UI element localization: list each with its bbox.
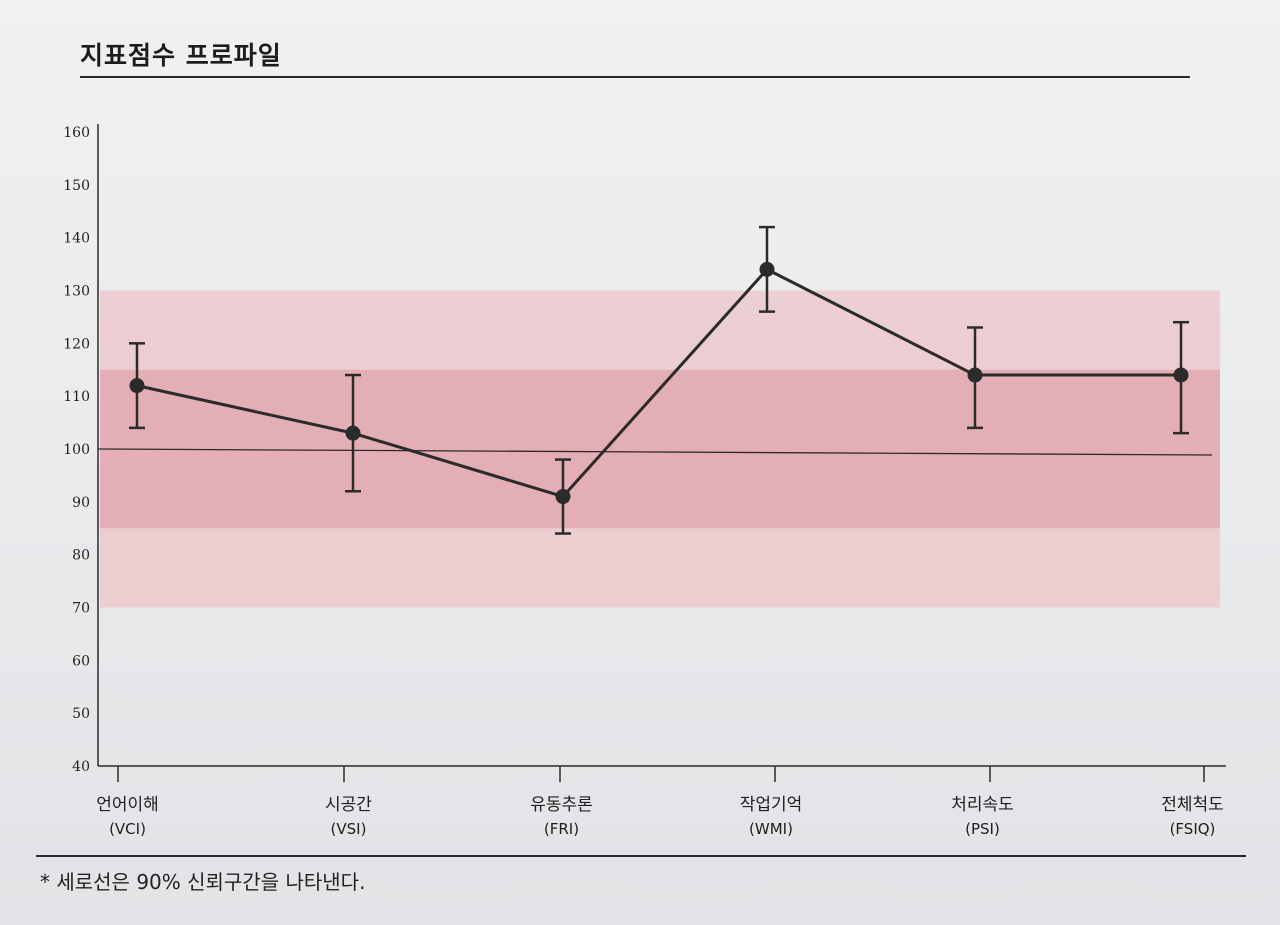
y-tick-label-150: 150 bbox=[63, 178, 90, 194]
page-title: 지표점수 프로파일 bbox=[80, 41, 282, 70]
reference-line-100 bbox=[97, 448, 1213, 456]
y-tick-label-160: 160 bbox=[63, 125, 90, 141]
score-bands bbox=[100, 290, 1220, 608]
data-point-2 bbox=[555, 489, 571, 505]
series-line bbox=[136, 267, 1181, 499]
x-label-1: 시공간 bbox=[325, 795, 372, 815]
y-tick-label-80: 80 bbox=[72, 548, 90, 564]
x-label-abbr-4: (PSI) bbox=[965, 820, 1000, 838]
chart-axes: 40 50 60 70 80 90 100 110 120 130 140 150 160 bbox=[63, 124, 1226, 782]
reference-line-group bbox=[97, 448, 1213, 456]
y-tick-label-90: 90 bbox=[72, 495, 90, 511]
y-tick-label-50: 50 bbox=[72, 706, 90, 722]
x-label-abbr-0: (VCI) bbox=[109, 820, 146, 838]
x-label-5: 전체척도 bbox=[1161, 795, 1224, 815]
x-axis-labels: 언어이해 (VCI) 시공간 (VSI) 유동추론 (FRI) 작업기억 (WMI) 처리속도 (… bbox=[96, 795, 1224, 838]
y-tick-label-140: 140 bbox=[63, 231, 90, 247]
y-tick-label-100: 100 bbox=[63, 442, 90, 458]
data-point-1 bbox=[345, 425, 361, 441]
data-point-4 bbox=[967, 367, 983, 383]
y-tick-label-60: 60 bbox=[72, 653, 90, 669]
x-label-abbr-5: (FSIQ) bbox=[1170, 820, 1216, 838]
score-series bbox=[129, 261, 1189, 505]
x-label-0: 언어이해 bbox=[96, 795, 159, 815]
y-tick-label-110: 110 bbox=[63, 389, 90, 405]
footnote: * 세로선은 90% 신뢰구간을 나타낸다. bbox=[40, 870, 366, 894]
x-label-abbr-2: (FRI) bbox=[544, 820, 579, 838]
data-point-0 bbox=[129, 378, 145, 394]
x-label-3: 작업기억 bbox=[740, 795, 803, 815]
data-point-3 bbox=[759, 261, 775, 277]
x-label-abbr-3: (WMI) bbox=[749, 820, 793, 838]
y-tick-label-130: 130 bbox=[63, 284, 90, 300]
y-tick-label-70: 70 bbox=[72, 601, 90, 617]
y-tick-label-40: 40 bbox=[72, 759, 90, 775]
index-score-profile-chart: 40 50 60 70 80 90 100 110 120 130 140 150 160 언어이해 (V… bbox=[63, 124, 1226, 838]
x-label-2: 유동추론 bbox=[530, 795, 593, 815]
title-divider bbox=[80, 76, 1190, 78]
x-label-abbr-1: (VSI) bbox=[331, 820, 367, 838]
y-tick-label-120: 120 bbox=[63, 336, 90, 352]
data-point-5 bbox=[1173, 367, 1189, 383]
score-band-85-115 bbox=[100, 369, 1220, 529]
x-label-4: 처리속도 bbox=[951, 795, 1014, 815]
footnote-divider bbox=[36, 855, 1246, 857]
